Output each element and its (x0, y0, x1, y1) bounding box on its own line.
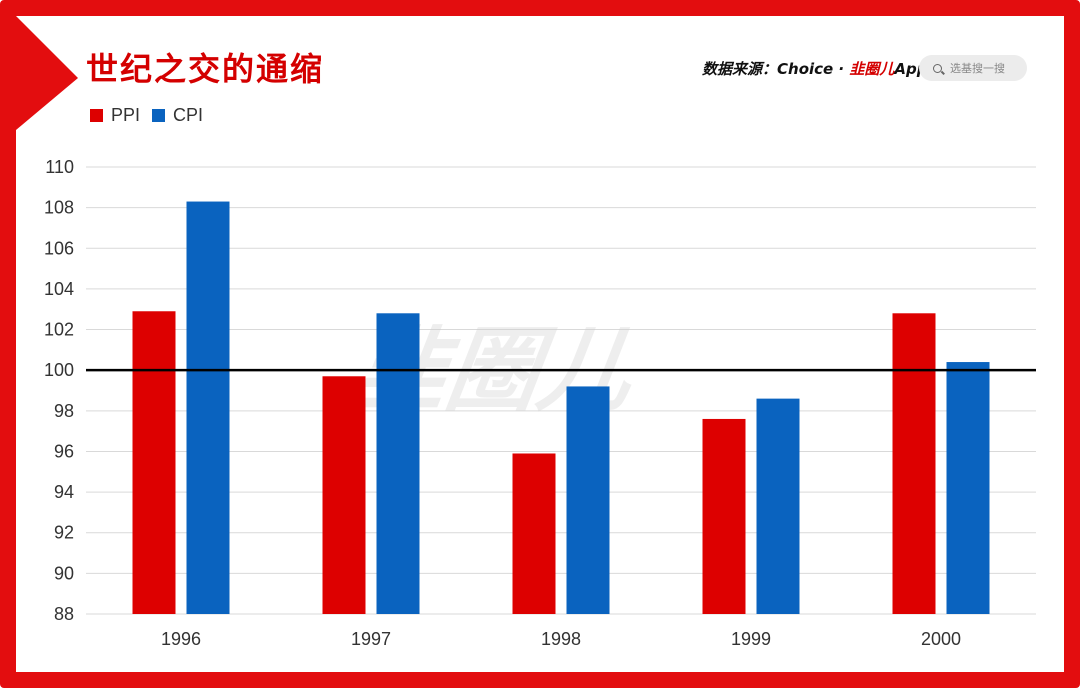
y-tick-label-100: 100 (44, 360, 74, 380)
search-box[interactable]: 选基搜一搜 (919, 55, 1027, 81)
x-tick-label-1998: 1998 (541, 629, 581, 649)
data-source: 数据来源：Choice · 韭圈儿App (702, 58, 927, 79)
legend-label-cpi: CPI (173, 105, 204, 125)
y-tick-label-96: 96 (54, 441, 74, 461)
source-brand: 韭圈儿 (849, 60, 895, 78)
x-tick-label-1996: 1996 (161, 629, 201, 649)
bar-cpi-1998 (566, 386, 610, 614)
x-tick-label-1999: 1999 (731, 629, 771, 649)
bar-cpi-1999 (756, 398, 800, 614)
y-tick-label-92: 92 (54, 523, 74, 543)
corner-accent (16, 16, 78, 130)
y-tick-label-104: 104 (44, 279, 74, 299)
chart-title: 世纪之交的通缩 (86, 50, 325, 88)
x-tick-label-1997: 1997 (351, 629, 391, 649)
y-tick-label-110: 110 (45, 157, 74, 177)
y-tick-label-88: 88 (54, 604, 74, 624)
search-icon (933, 63, 942, 73)
bar-ppi-1999 (702, 418, 746, 614)
legend-item-ppi: PPI (90, 105, 140, 126)
x-tick-label-2000: 2000 (921, 629, 961, 649)
y-tick-label-90: 90 (54, 563, 74, 583)
y-tick-label-108: 108 (44, 198, 74, 218)
bar-ppi-1996 (132, 311, 176, 614)
legend: PPI CPI (90, 105, 215, 126)
y-tick-label-98: 98 (54, 401, 74, 421)
search-placeholder: 选基搜一搜 (950, 62, 1005, 75)
y-tick-label-94: 94 (54, 482, 74, 502)
bar-cpi-2000 (946, 362, 990, 614)
y-tick-label-102: 102 (44, 320, 74, 340)
bar-cpi-1997 (376, 313, 420, 614)
bar-ppi-2000 (892, 313, 936, 614)
source-prefix: 数据来源：Choice · (702, 60, 850, 78)
y-tick-label-106: 106 (44, 238, 74, 258)
legend-item-cpi: CPI (152, 105, 203, 126)
bar-ppi-1997 (322, 376, 366, 614)
legend-label-ppi: PPI (111, 105, 141, 125)
bar-ppi-1998 (512, 453, 556, 614)
bar-cpi-1996 (186, 201, 230, 615)
legend-swatch-cpi (152, 109, 166, 122)
legend-swatch-ppi (90, 109, 103, 122)
